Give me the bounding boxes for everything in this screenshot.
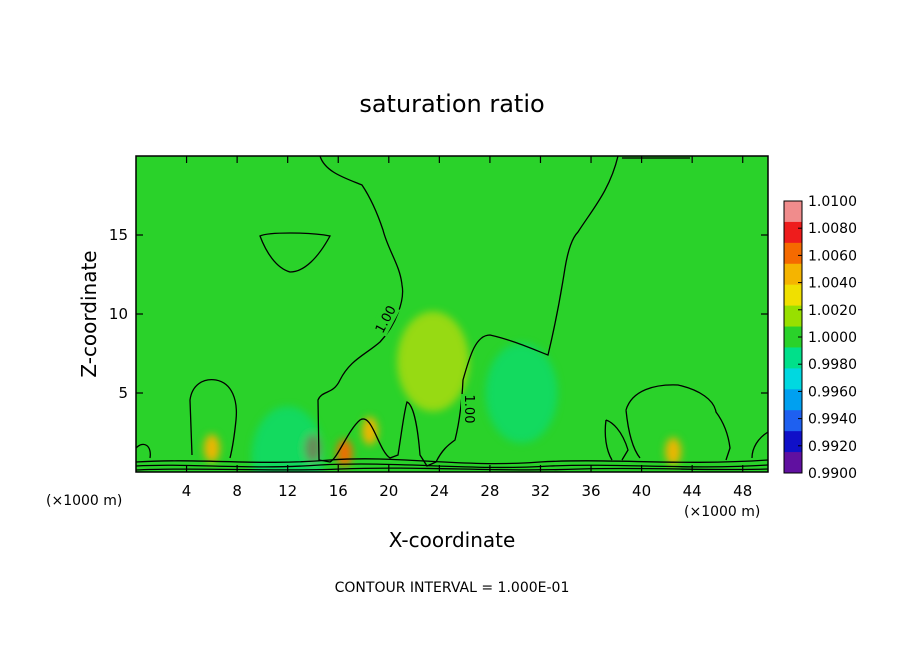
x-tick-label-36: 36 bbox=[581, 482, 600, 500]
contour-left-cell bbox=[189, 379, 238, 459]
x-axis-label: X-coordinate bbox=[389, 528, 516, 552]
y-axis: 5 10 15 bbox=[109, 226, 768, 402]
field-features bbox=[203, 311, 682, 472]
contour-right-cell bbox=[604, 384, 731, 461]
field-feature-high-5 bbox=[397, 311, 470, 412]
colorbar-tick-label-4: 1.0020 bbox=[808, 303, 857, 319]
colorbar-swatch-3 bbox=[784, 263, 802, 286]
x-tick-label-40: 40 bbox=[632, 482, 651, 500]
colorbar-swatch-6 bbox=[784, 326, 802, 348]
x-tick-label-8: 8 bbox=[232, 482, 242, 500]
contour-left-edge bbox=[136, 443, 151, 459]
x-unit-left: (×1000 m) bbox=[46, 493, 122, 509]
x-tick-label-44: 44 bbox=[683, 482, 702, 500]
colorbar-swatch-9 bbox=[784, 389, 802, 411]
colorbar-tick-label-9: 0.9920 bbox=[808, 439, 857, 455]
field-feature-low-7 bbox=[251, 406, 324, 472]
y-tick-label-10: 10 bbox=[109, 305, 128, 323]
colorbar-swatch-2 bbox=[784, 242, 802, 265]
colorbar-swatch-8 bbox=[784, 368, 802, 390]
colorbar-tick-label-3: 1.0040 bbox=[808, 276, 857, 292]
plot-area: 1.00 1.00 bbox=[135, 155, 769, 473]
x-tick-label-24: 24 bbox=[430, 482, 449, 500]
field-feature-low-6 bbox=[485, 343, 558, 443]
y-tick-label-5: 5 bbox=[118, 384, 128, 402]
contour-main-plume bbox=[317, 156, 619, 467]
chart-title: saturation ratio bbox=[359, 90, 544, 118]
x-tick-label-4: 4 bbox=[182, 482, 192, 500]
colorbar-tick-label-10: 0.9900 bbox=[808, 466, 857, 482]
colorbar-swatch-5 bbox=[784, 305, 802, 328]
colorbar-swatch-7 bbox=[784, 347, 802, 369]
y-axis-label: Z-coordinate bbox=[77, 250, 101, 377]
contour-surface-2 bbox=[136, 463, 768, 469]
colorbar-tick-label-5: 1.0000 bbox=[808, 330, 857, 346]
x-tick-label-48: 48 bbox=[733, 482, 752, 500]
contour-far-right-edge bbox=[751, 431, 768, 459]
colorbar-swatch-4 bbox=[784, 284, 802, 307]
colorbar-swatch-10 bbox=[784, 410, 802, 432]
colorbar-tick-label-2: 1.0060 bbox=[808, 248, 857, 264]
plot-background bbox=[136, 156, 768, 472]
x-axis: 4 8 12 16 20 24 28 32 36 40 44 48 bbox=[182, 156, 752, 500]
contour-label-center: 1.00 bbox=[461, 395, 476, 424]
contour-lines bbox=[136, 156, 768, 471]
colorbar-tick-label-0: 1.0100 bbox=[808, 194, 857, 210]
colorbar-swatch-1 bbox=[784, 221, 802, 244]
field-feature-high-4 bbox=[665, 437, 682, 466]
x-tick-label-32: 32 bbox=[531, 482, 550, 500]
colorbar-tick-label-1: 1.0080 bbox=[808, 221, 857, 237]
x-tick-label-20: 20 bbox=[379, 482, 398, 500]
colorbar-swatch-0 bbox=[784, 201, 802, 223]
field-feature-high-2 bbox=[336, 439, 353, 468]
contour-interval-footer: CONTOUR INTERVAL = 1.000E-01 bbox=[335, 580, 570, 596]
contour-surface-1 bbox=[136, 458, 768, 465]
x-tick-label-28: 28 bbox=[480, 482, 499, 500]
y-tick-label-15: 15 bbox=[109, 226, 128, 244]
contour-upper-lobe bbox=[259, 232, 331, 273]
x-tick-label-12: 12 bbox=[278, 482, 297, 500]
x-unit-right: (×1000 m) bbox=[684, 504, 760, 520]
contour-surface-3 bbox=[136, 467, 768, 471]
colorbar-swatch-12 bbox=[784, 452, 802, 474]
colorbar: 1.0100 1.0080 1.0060 1.0040 1.0020 1.0000 0.99… bbox=[783, 194, 857, 482]
colorbar-tick-label-7: 0.9960 bbox=[808, 384, 857, 400]
colorbar-swatch-11 bbox=[784, 431, 802, 453]
colorbar-tick-label-8: 0.9940 bbox=[808, 412, 857, 428]
x-tick-label-16: 16 bbox=[329, 482, 348, 500]
colorbar-tick-label-6: 0.9980 bbox=[808, 357, 857, 373]
field-feature-high-3 bbox=[361, 416, 378, 445]
field-feature-high-0 bbox=[203, 434, 220, 463]
